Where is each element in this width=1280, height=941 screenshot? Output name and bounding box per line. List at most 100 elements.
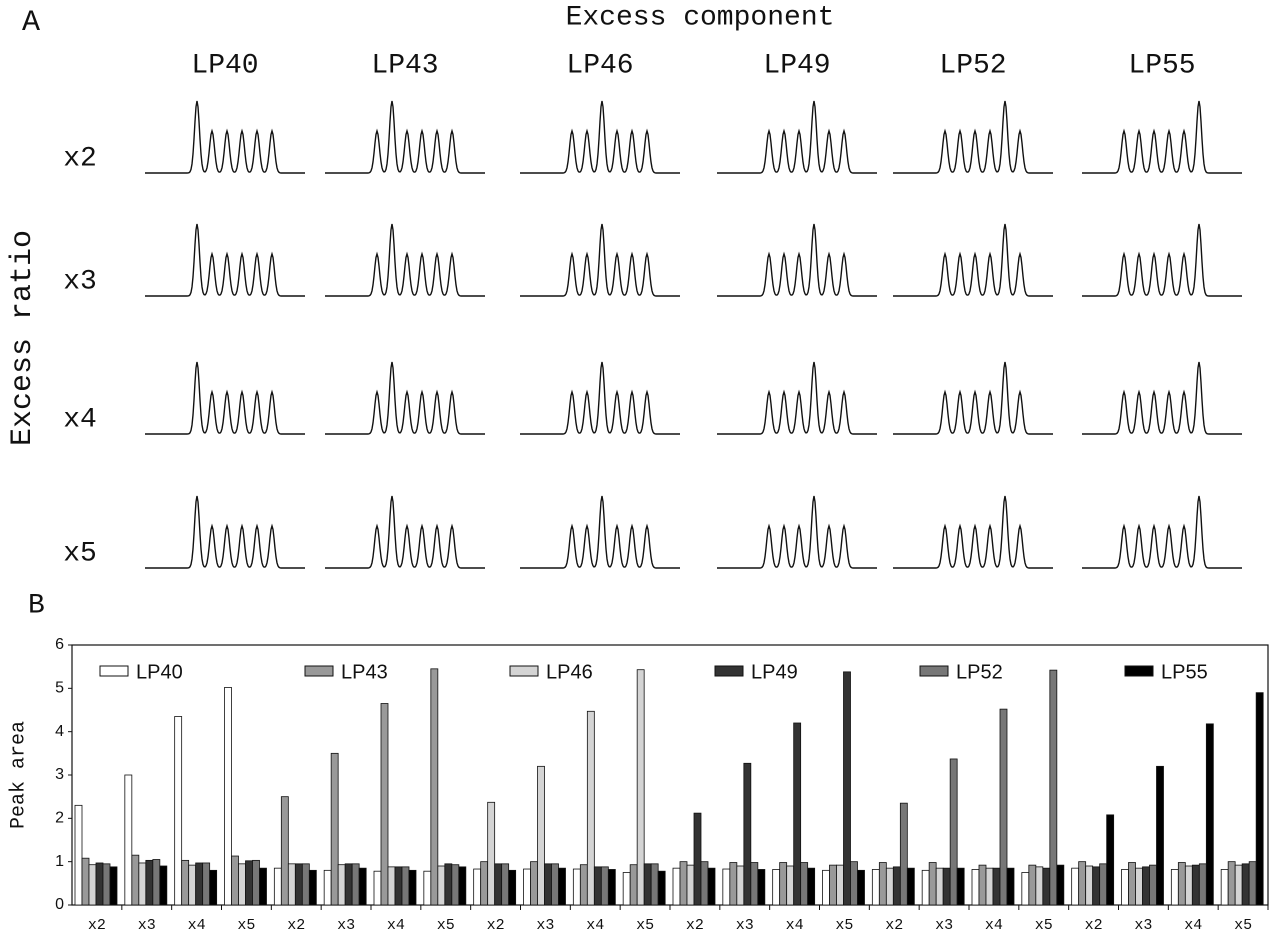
bar — [1006, 867, 1015, 906]
bar — [430, 668, 439, 906]
bar — [152, 859, 161, 906]
bar — [408, 869, 417, 906]
trace — [520, 495, 680, 569]
y-tick-label: 3 — [55, 766, 64, 783]
bar — [351, 863, 360, 906]
bar — [387, 866, 396, 906]
y-tick-label: 5 — [55, 680, 64, 697]
legend-swatch — [99, 665, 129, 677]
trace — [520, 223, 680, 297]
bar — [174, 716, 183, 906]
bar — [679, 861, 688, 906]
legend-label: LP55 — [1161, 661, 1208, 683]
bar — [928, 862, 937, 906]
bar — [323, 869, 332, 906]
bar — [124, 774, 133, 906]
row-label: x2 — [63, 143, 97, 174]
bar — [480, 861, 489, 906]
bar — [259, 867, 267, 906]
bar — [238, 863, 246, 906]
bar — [1255, 692, 1264, 906]
trace — [520, 100, 680, 174]
legend-label: LP46 — [546, 661, 593, 683]
bar — [985, 867, 994, 906]
trace — [717, 223, 877, 297]
trace — [717, 361, 877, 435]
bar — [530, 861, 538, 906]
bar — [757, 869, 766, 906]
trace — [520, 361, 680, 435]
bar — [81, 857, 90, 906]
bar — [109, 866, 118, 906]
bar — [252, 859, 260, 906]
row-label: x3 — [63, 266, 97, 297]
x-tick-label: x4 — [387, 917, 405, 934]
bar — [551, 863, 559, 906]
bar — [1099, 863, 1108, 906]
bar — [245, 860, 253, 906]
legend-label: LP40 — [136, 661, 183, 683]
trace — [1082, 223, 1242, 297]
bar — [330, 752, 339, 906]
x-tick-label: x3 — [736, 917, 754, 934]
x-tick-label: x2 — [885, 917, 903, 934]
bar — [1156, 765, 1164, 906]
legend-label: LP49 — [751, 661, 798, 683]
bar — [358, 867, 367, 906]
bar — [1234, 864, 1243, 906]
bar — [1149, 864, 1157, 906]
bar — [458, 866, 467, 906]
bar — [138, 862, 147, 906]
x-tick-label: x4 — [188, 917, 206, 934]
y-tick-label: 1 — [55, 853, 64, 870]
bar — [102, 863, 111, 906]
column-header: LP40 — [191, 50, 258, 81]
x-tick-label: x5 — [437, 917, 455, 934]
trace — [145, 495, 305, 569]
x-tick-label: x5 — [1234, 917, 1252, 934]
bar — [181, 859, 190, 906]
x-tick-label: x2 — [88, 917, 106, 934]
row-label: x4 — [63, 404, 97, 435]
bar — [523, 868, 531, 906]
bar — [707, 867, 716, 906]
bar — [1170, 869, 1179, 906]
bar — [1198, 863, 1207, 906]
y-tick-label: 4 — [55, 723, 64, 740]
bar — [786, 865, 795, 906]
bar — [978, 864, 987, 906]
x-tick-label: x3 — [138, 917, 156, 934]
column-header: LP46 — [566, 50, 633, 81]
bar — [1241, 863, 1250, 906]
trace — [1082, 495, 1242, 569]
bar — [1021, 872, 1030, 906]
x-tick-label: x3 — [935, 917, 953, 934]
bar — [380, 703, 389, 906]
x-tick-label: x5 — [636, 917, 654, 934]
bar — [686, 864, 695, 906]
legend-swatch — [919, 665, 949, 677]
bar — [750, 862, 759, 906]
bar — [736, 865, 745, 906]
bar — [878, 862, 887, 906]
bar — [1092, 866, 1101, 906]
trace — [145, 100, 305, 174]
bar — [1049, 669, 1058, 906]
bar — [1220, 869, 1229, 906]
y-axis-label: Peak area — [7, 721, 30, 829]
bar — [1128, 862, 1136, 906]
bar — [195, 862, 204, 906]
trace — [145, 361, 305, 435]
bar — [956, 867, 965, 906]
bar — [1184, 865, 1193, 906]
bar — [822, 869, 830, 906]
x-tick-label: x2 — [686, 917, 704, 934]
bar — [600, 866, 609, 906]
trace — [145, 223, 305, 297]
bar — [629, 864, 638, 906]
bar — [401, 866, 410, 906]
bar — [772, 869, 781, 906]
bar — [921, 869, 930, 906]
bar — [935, 867, 944, 906]
